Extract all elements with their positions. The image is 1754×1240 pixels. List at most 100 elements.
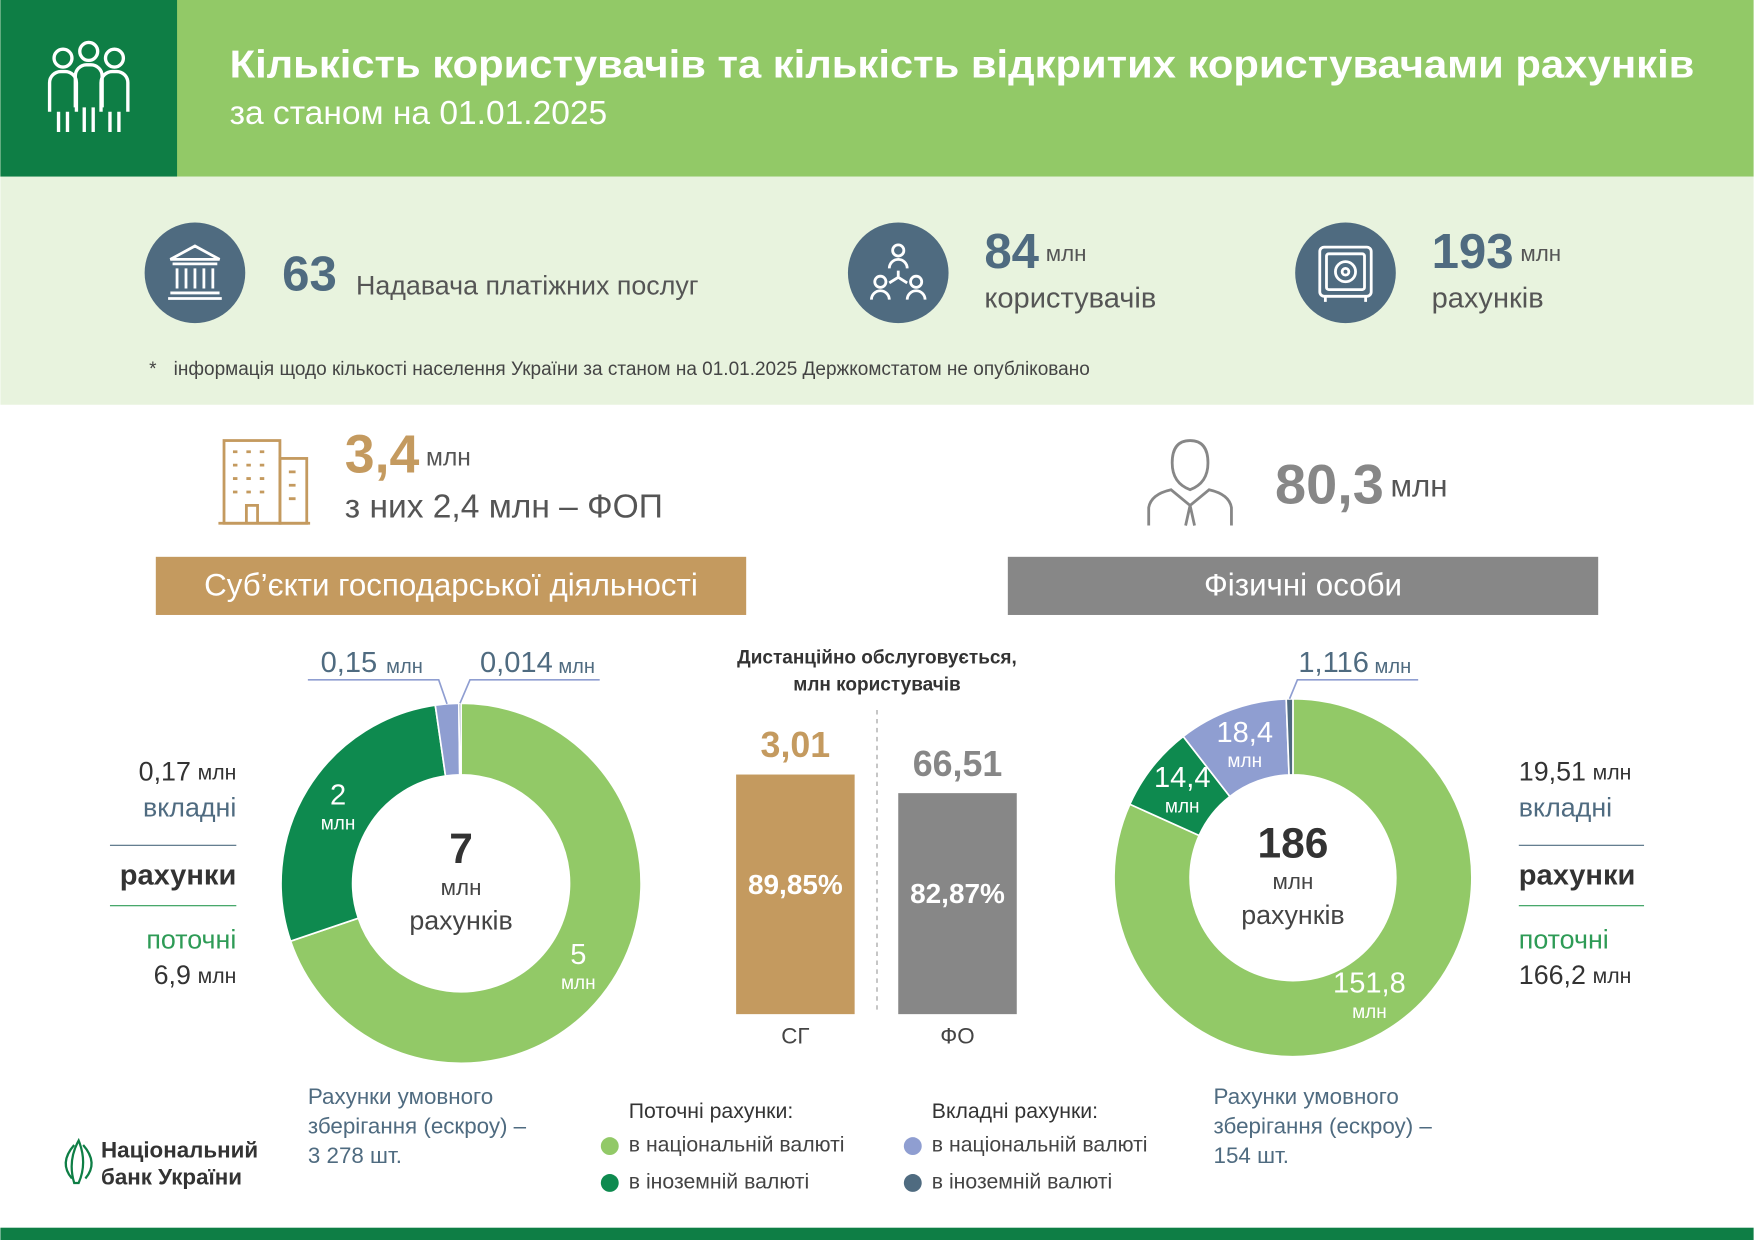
value: 84 <box>984 224 1039 279</box>
escrow-note: Рахунки умовного <box>308 1084 493 1109</box>
escrow-note: 3 278 шт. <box>308 1143 402 1168</box>
center-text: рахунків <box>409 906 512 936</box>
header-icon-box <box>0 0 178 177</box>
legend-item: в національній валюті <box>932 1133 1148 1157</box>
bar-value-label: 82,87% <box>910 878 1005 909</box>
person-icon <box>1147 439 1233 526</box>
subtitle: за станом на 01.01.2025 <box>230 95 608 132</box>
slice-label: 151,8 <box>1333 968 1406 1000</box>
people-icon <box>47 40 130 132</box>
center-unit: млн <box>1273 869 1314 894</box>
value: 193 <box>1432 224 1514 279</box>
callout-unit: млн <box>1375 656 1412 678</box>
value: 19,51 <box>1519 757 1586 787</box>
bar-title: млн користувачів <box>793 674 960 695</box>
unit: млн <box>198 760 237 784</box>
users-count: 84 млн <box>984 224 1086 279</box>
callout-unit: млн <box>558 656 595 678</box>
slice-label: 5 <box>570 939 586 971</box>
bar-category: СГ <box>781 1024 809 1049</box>
center-text: рахунків <box>1241 900 1344 930</box>
slice-unit: млн <box>561 973 596 994</box>
slice-unit: млн <box>1165 796 1200 817</box>
donut-slice <box>289 702 642 1065</box>
logo-icon <box>64 1137 93 1185</box>
business-subtext: з них 2,4 млн – ФОП <box>345 489 663 526</box>
side-title: рахунки <box>120 859 237 891</box>
footer-band <box>0 1227 1754 1240</box>
donut-slice <box>1113 697 1473 1058</box>
unit: млн <box>198 964 237 988</box>
legend-dot <box>600 1174 619 1192</box>
value: 0,17 <box>139 757 191 787</box>
individuals-label: Фізичні особи <box>1204 567 1402 602</box>
deposit-label: вкладні <box>1519 793 1612 823</box>
escrow-note: зберігання (ескроу) – <box>1214 1114 1433 1139</box>
accounts-icon-bg <box>1295 222 1396 324</box>
slice-label: 14,4 <box>1154 762 1211 794</box>
slice-label: 2 <box>330 779 346 811</box>
business-count: 3,4 млн <box>345 425 471 485</box>
bar-total: 3,01 <box>761 725 831 765</box>
bar-value-label: 89,85% <box>748 869 843 900</box>
bank-icon <box>168 244 222 300</box>
bar <box>736 774 855 1015</box>
deposit-value: 0,17 млн <box>139 757 237 787</box>
note-marker: * <box>149 359 157 380</box>
logo-text: банк України <box>101 1164 242 1189</box>
bar-total: 66,51 <box>913 744 1003 784</box>
unit: млн <box>1520 241 1561 266</box>
building-icon <box>218 439 311 525</box>
callout-value: 1,116 <box>1298 647 1369 679</box>
individuals-count: 80,3 млн <box>1275 452 1448 515</box>
slice-label: 18,4 <box>1216 717 1273 749</box>
users-text: користувачів <box>984 282 1156 314</box>
business-banner <box>155 556 747 615</box>
value: 6,9 <box>154 960 191 990</box>
center-value: 7 <box>449 826 473 873</box>
donut-slice <box>280 704 447 943</box>
value: 166,2 <box>1519 960 1586 990</box>
current-label: поточні <box>146 925 236 955</box>
unit: млн <box>1391 469 1448 504</box>
users-icon <box>870 243 927 300</box>
callout-line <box>1288 678 1419 700</box>
escrow-note: зберігання (ескроу) – <box>308 1114 527 1139</box>
escrow-note: 154 шт. <box>1214 1143 1289 1168</box>
bar <box>898 793 1017 1015</box>
current-label: поточні <box>1519 925 1609 955</box>
slice-unit: млн <box>1227 751 1262 772</box>
title: Кількість користувачів та кількість відк… <box>230 43 1695 86</box>
deposit-value: 19,51 млн <box>1519 757 1632 787</box>
unit: млн <box>426 444 471 471</box>
safe-icon <box>1318 245 1373 302</box>
callout-value: 0,014 <box>480 647 553 679</box>
legend-dot <box>903 1137 922 1156</box>
slice-unit: млн <box>321 814 356 835</box>
center-value: 186 <box>1258 821 1329 868</box>
value: 80,3 <box>1275 452 1384 515</box>
callout-unit: млн <box>386 656 423 678</box>
providers-text: Надавача платіжних послуг <box>356 270 699 300</box>
callout-line <box>307 678 448 705</box>
callout-line <box>459 678 600 704</box>
header-band <box>0 0 1754 177</box>
center-unit: млн <box>441 875 482 900</box>
logo-text: Національний <box>101 1138 258 1163</box>
bar-title: Дистанційно обслуговується, <box>737 648 1017 669</box>
side-title: рахунки <box>1519 859 1636 891</box>
individuals-banner <box>1007 556 1599 615</box>
legend-item: в національній валюті <box>629 1133 845 1157</box>
current-value: 6,9 млн <box>154 960 237 990</box>
unit: млн <box>1046 241 1087 266</box>
unit: млн <box>1593 964 1632 988</box>
legend-item: в іноземній валюті <box>932 1170 1112 1194</box>
legend-dot <box>600 1137 619 1156</box>
slice-unit: млн <box>1352 1002 1387 1023</box>
deposit-label: вкладні <box>143 793 236 823</box>
legend-dot <box>903 1174 922 1192</box>
donut-slice <box>457 702 462 776</box>
current-value: 166,2 млн <box>1519 960 1632 990</box>
